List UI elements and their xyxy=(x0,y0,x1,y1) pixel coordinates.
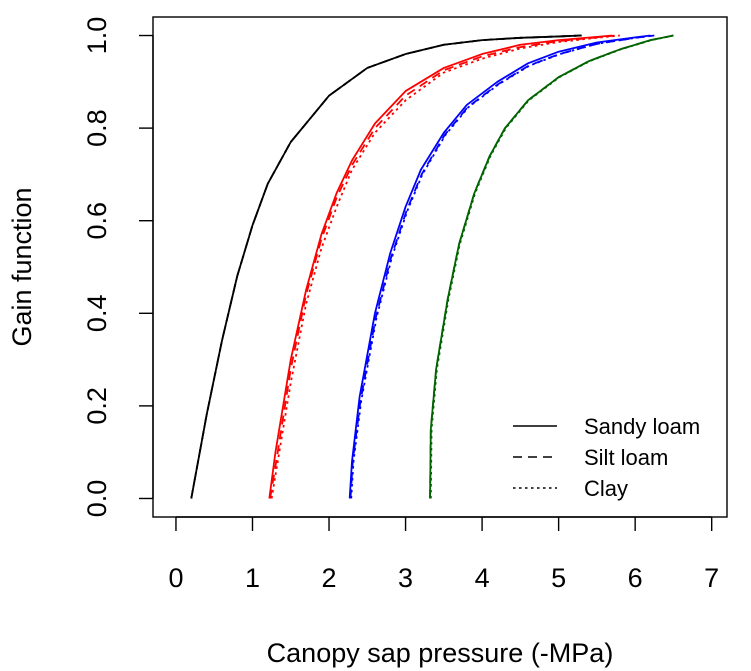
x-tick-label: 7 xyxy=(704,563,719,593)
series-line-4 xyxy=(269,34,617,499)
x-axis-label: Canopy sap pressure (-MPa) xyxy=(267,638,614,668)
x-tick-label: 1 xyxy=(245,563,260,593)
series-line-8 xyxy=(350,34,655,499)
legend-label-sandy-loam: Sandy loam xyxy=(584,414,700,439)
series-line-6 xyxy=(348,34,651,499)
series-line-1 xyxy=(190,34,582,499)
x-tick-label: 5 xyxy=(551,563,566,593)
y-tick-label: 0.6 xyxy=(82,202,112,240)
y-tick-label: 0.2 xyxy=(82,387,112,425)
x-axis: 0 1 2 3 4 5 6 7 xyxy=(168,516,719,593)
legend: Sandy loam Silt loam Clay xyxy=(513,414,700,501)
x-tick-label: 3 xyxy=(398,563,413,593)
legend-label-silt-loam: Silt loam xyxy=(584,445,668,470)
y-tick-label: 1.0 xyxy=(82,17,112,55)
series-line-2 xyxy=(190,34,582,499)
y-tick-label: 0.8 xyxy=(82,109,112,147)
x-tick-label: 6 xyxy=(628,563,643,593)
legend-label-clay: Clay xyxy=(584,476,628,501)
y-tick-label: 0.0 xyxy=(82,480,112,518)
y-axis-label: Gain function xyxy=(7,187,37,346)
series-line-11 xyxy=(429,34,674,499)
x-tick-label: 0 xyxy=(168,563,183,593)
series-layer xyxy=(190,34,674,499)
series-line-3 xyxy=(268,34,613,499)
series-line-5 xyxy=(270,34,620,499)
x-tick-label: 2 xyxy=(322,563,337,593)
x-tick-label: 4 xyxy=(475,563,490,593)
y-tick-label: 0.4 xyxy=(82,295,112,333)
y-axis: 0.0 0.2 0.4 0.6 0.8 1.0 xyxy=(82,17,154,518)
